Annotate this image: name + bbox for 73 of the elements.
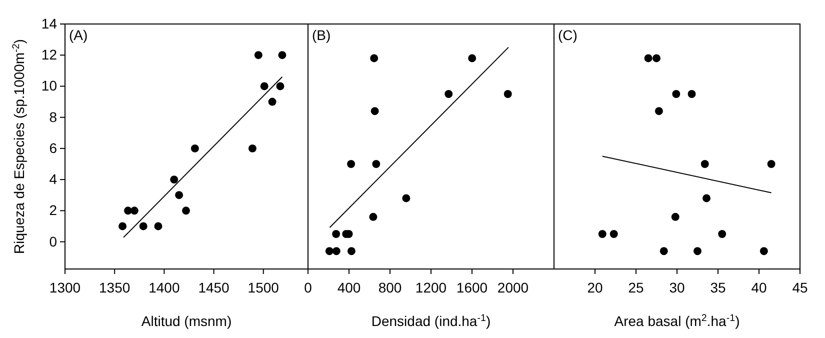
x-axis-title: Area basal (m$^{2}$.ha$^{-1}$) (614, 312, 740, 329)
x-tick-label: 25 (628, 279, 644, 296)
point (700, 160, 709, 168)
point (260, 82, 268, 90)
point (660, 247, 668, 256)
x-tick-label: 1400 (148, 279, 180, 296)
x-tick-label: 1450 (198, 279, 230, 296)
point (278, 51, 286, 60)
point (154, 222, 162, 230)
point (370, 107, 379, 116)
annotation: (A) (69, 27, 88, 43)
y-tick-label: 14 (41, 15, 58, 32)
x-tick-label: 45 (792, 279, 808, 296)
x-tick-label: 400 (337, 279, 361, 296)
point (372, 160, 380, 168)
point (276, 82, 284, 90)
point (504, 90, 512, 98)
point (332, 230, 340, 238)
point (332, 247, 340, 256)
x-tick-label: 0 (304, 279, 312, 296)
point (175, 191, 184, 200)
x-tick-label: 1200 (415, 279, 447, 296)
point (254, 51, 262, 60)
point (182, 206, 190, 215)
x-tick-label: 35 (710, 279, 726, 296)
point (672, 90, 680, 98)
point (118, 222, 127, 230)
point (702, 194, 711, 202)
y-tick-label: 6 (49, 140, 58, 156)
point (402, 194, 410, 202)
point (652, 54, 660, 62)
point (688, 90, 696, 98)
x-tick-label: 2000 (497, 279, 529, 296)
point (671, 212, 680, 221)
y-tick-label: 4 (49, 171, 58, 188)
point (718, 230, 726, 238)
x-tick-label: 1350 (99, 279, 130, 296)
x-tick-label: 1600 (456, 279, 488, 296)
point (654, 107, 663, 116)
x-tick-label: 30 (669, 279, 685, 296)
x-axis-title: Densidad (ind.ha$^{-1}$) (371, 312, 491, 329)
point (767, 160, 776, 168)
point (644, 54, 652, 62)
point (190, 144, 199, 152)
x-tick-label: 20 (587, 279, 603, 296)
y-tick-label: 8 (49, 108, 58, 125)
point (370, 54, 378, 62)
point (347, 160, 356, 168)
point (139, 222, 148, 230)
annotation: (C) (558, 27, 578, 43)
point (347, 247, 356, 256)
y-tick-label: 2 (49, 202, 58, 218)
point (170, 176, 178, 184)
point (610, 230, 618, 238)
x-tick-label: 1300 (49, 279, 81, 296)
point (598, 230, 606, 238)
annotation: (B) (312, 27, 331, 43)
point (444, 90, 453, 98)
y-tick-label: 0 (49, 233, 58, 250)
point (325, 247, 334, 256)
point (694, 247, 702, 256)
x-axis-title: Altitud (msnm) (141, 313, 232, 329)
point (268, 98, 276, 106)
y-tick-label: 12 (41, 46, 58, 63)
point (369, 212, 378, 221)
point (130, 206, 138, 215)
y-tick-label: 10 (41, 78, 58, 94)
point (760, 247, 768, 256)
point (248, 144, 256, 152)
x-tick-label: 800 (378, 279, 402, 296)
x-tick-label: 40 (751, 279, 767, 296)
point (468, 54, 476, 62)
x-tick-label: 1500 (248, 279, 280, 296)
